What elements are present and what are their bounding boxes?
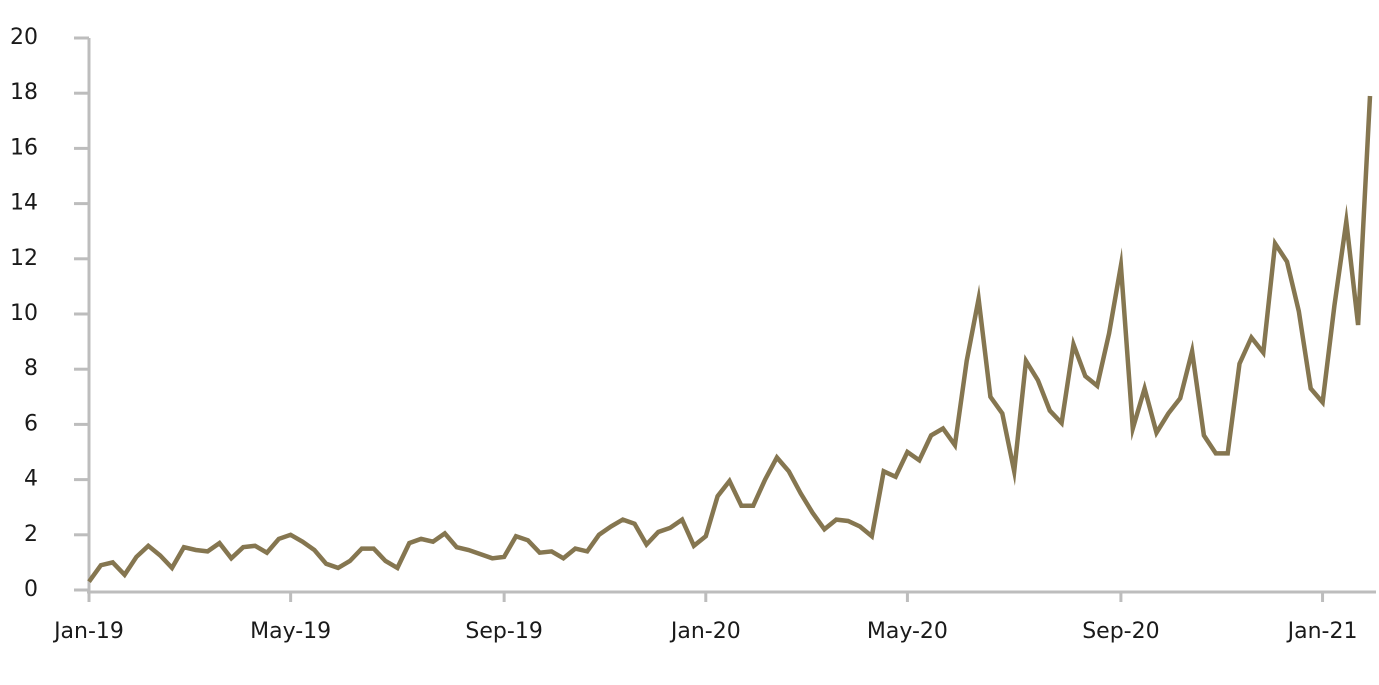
x-tick-label: Jan-21 [1286,619,1358,644]
y-tick-label: 18 [10,80,38,105]
y-tick-label: 0 [24,577,38,602]
y-tick-label: 16 [10,135,38,160]
x-tick-label: Sep-19 [465,619,542,644]
x-tick-label: Jan-20 [669,619,741,644]
y-tick-label: 8 [24,356,38,381]
x-tick-label: May-19 [250,619,331,644]
x-tick-label: Jan-19 [52,619,124,644]
x-tick-label: May-20 [867,619,948,644]
x-tick-label: Sep-20 [1082,619,1159,644]
y-tick-label: 6 [24,411,38,436]
y-tick-label: 14 [10,191,38,216]
y-tick-label: 12 [10,246,38,271]
y-tick-label: 4 [24,467,38,492]
y-tick-label: 20 [10,25,38,50]
line [87,95,1373,584]
y-tick-label: 10 [10,301,38,326]
y-tick-label: 2 [24,522,38,547]
